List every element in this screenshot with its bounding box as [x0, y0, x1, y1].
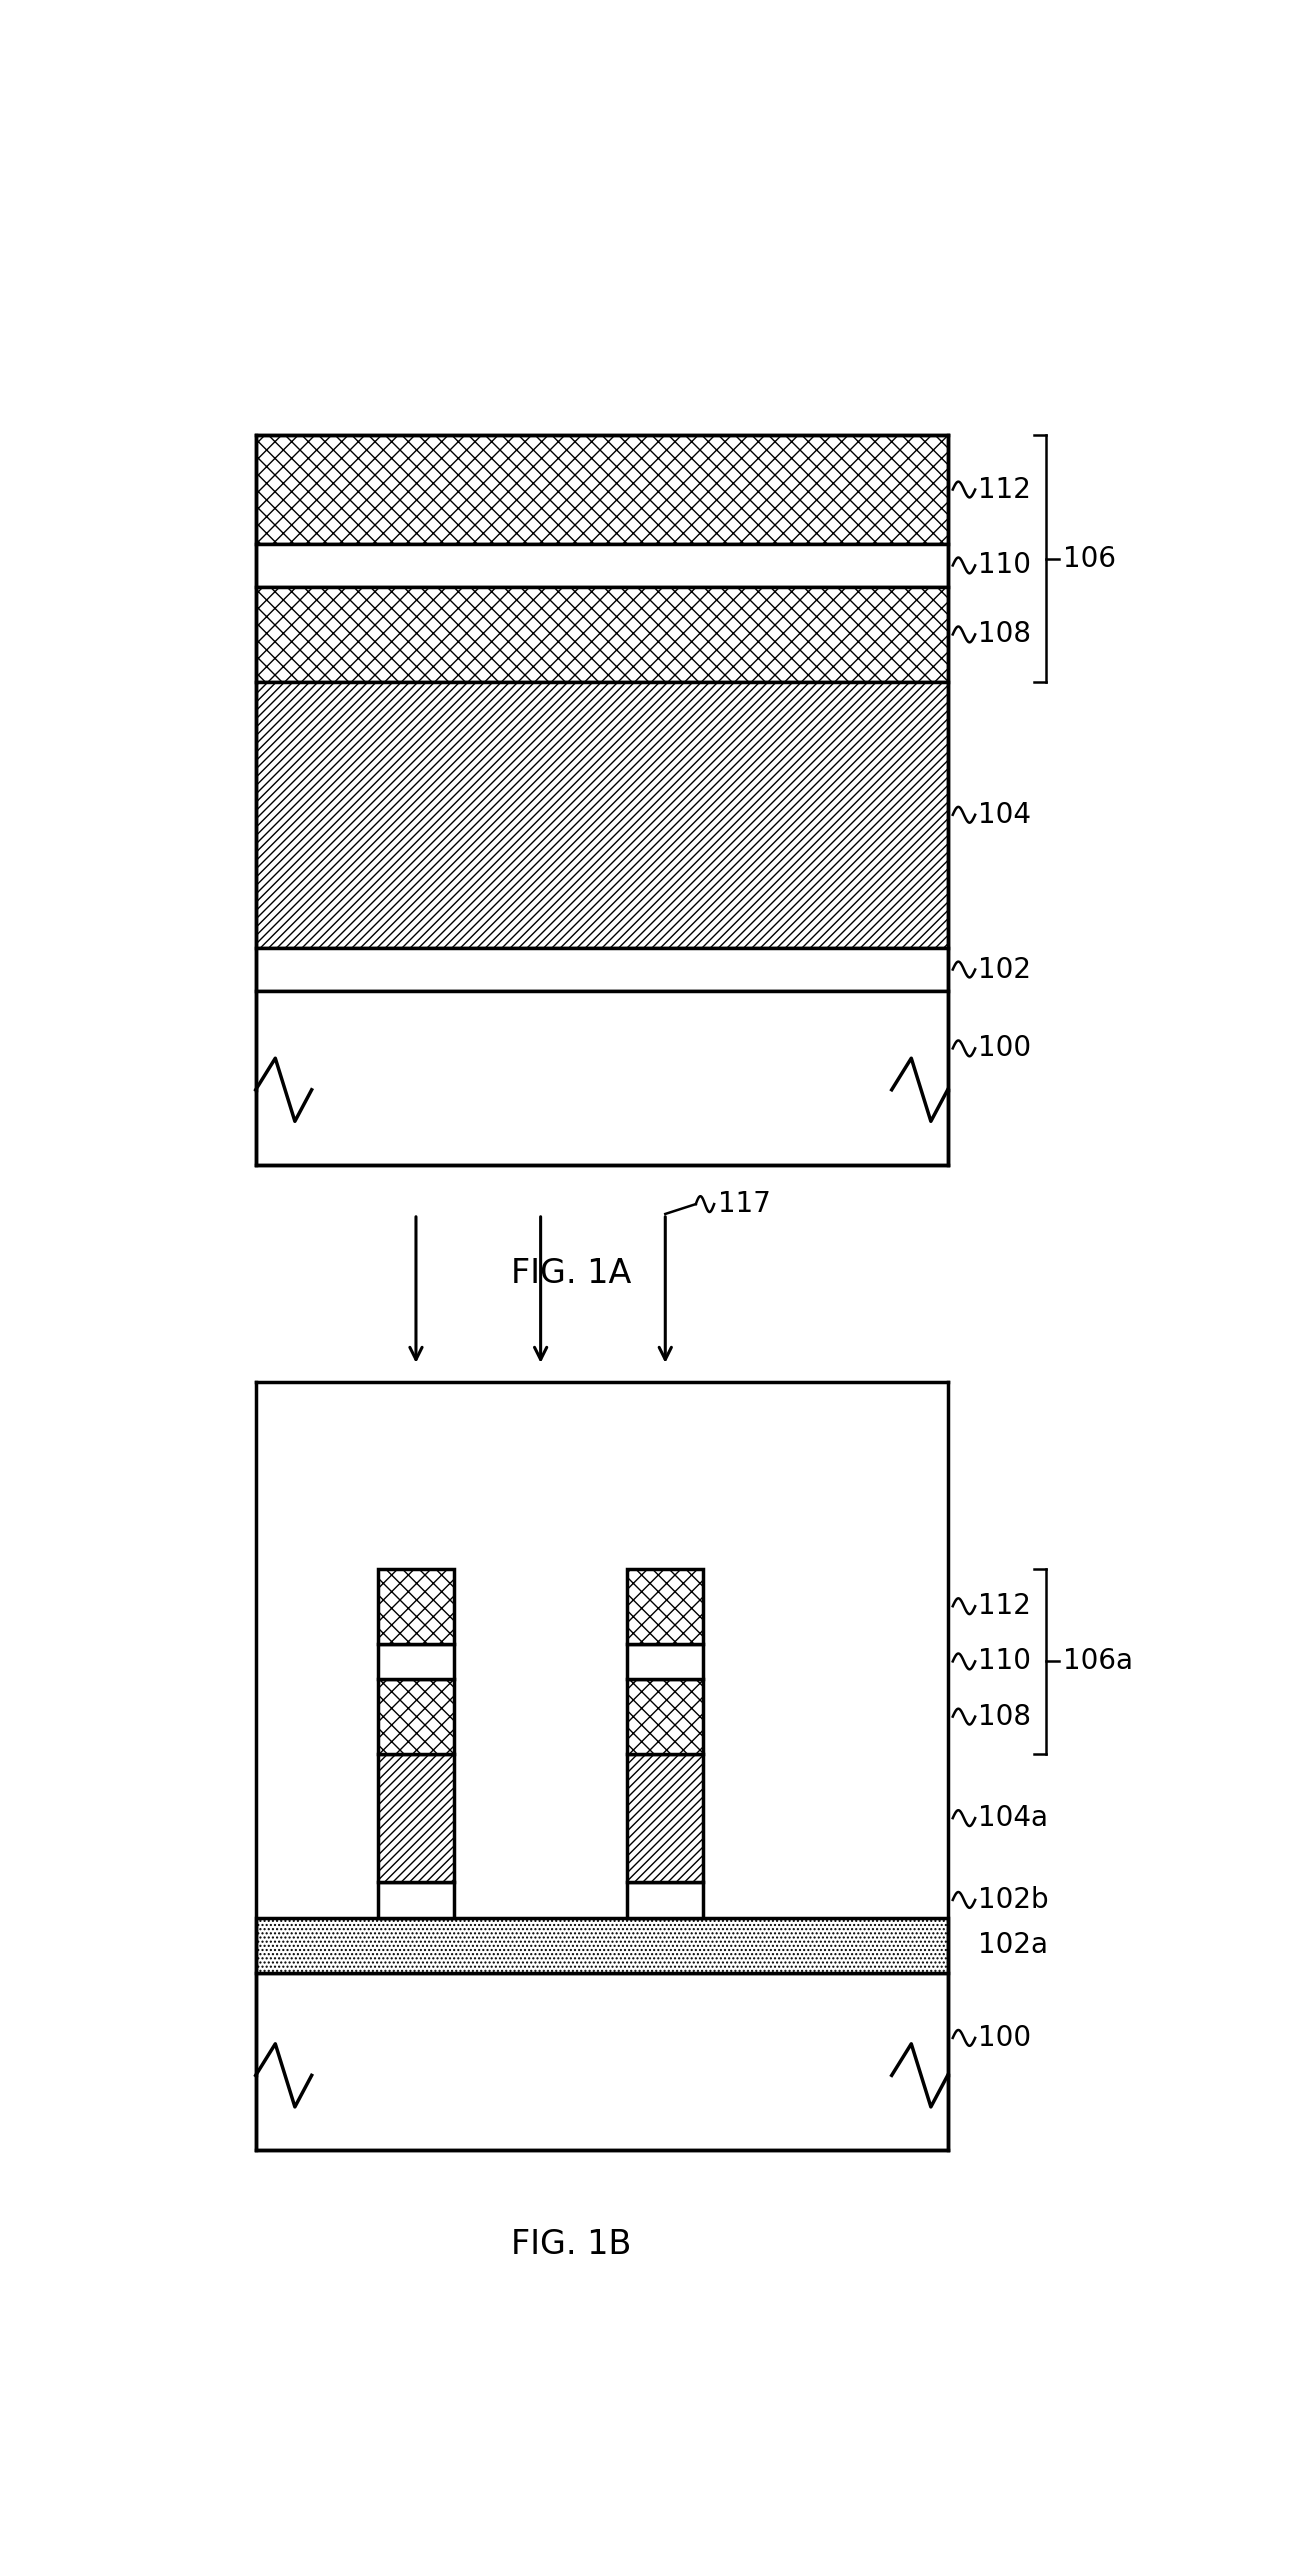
Bar [256, 681, 948, 947]
Text: 102b: 102b [978, 1887, 1049, 1915]
Text: FIG. 1A: FIG. 1A [511, 1257, 632, 1290]
Bar [256, 1917, 948, 1974]
Bar [256, 586, 948, 681]
Text: 102: 102 [978, 955, 1031, 983]
Text: 106: 106 [1062, 545, 1116, 573]
Bar [256, 947, 948, 991]
Text: 110: 110 [978, 1649, 1031, 1674]
Bar [378, 1882, 454, 1917]
Text: FIG. 1B: FIG. 1B [511, 2227, 632, 2260]
Text: 112: 112 [978, 476, 1031, 504]
Bar [256, 543, 948, 586]
Bar [378, 1644, 454, 1679]
Bar [628, 1882, 704, 1917]
Bar [628, 1679, 704, 1754]
Bar [378, 1679, 454, 1754]
Bar [256, 435, 948, 543]
Text: 106a: 106a [1062, 1649, 1133, 1674]
Bar [628, 1569, 704, 1644]
Text: 100: 100 [978, 2025, 1031, 2053]
Text: 108: 108 [978, 620, 1031, 648]
Text: 117: 117 [718, 1190, 771, 1219]
Text: 104a: 104a [978, 1805, 1048, 1833]
Text: 100: 100 [978, 1034, 1031, 1062]
Text: 102a: 102a [978, 1930, 1048, 1958]
Bar [628, 1754, 704, 1882]
Text: 104: 104 [978, 801, 1031, 829]
Bar [628, 1644, 704, 1679]
Bar [256, 991, 948, 1165]
Bar [378, 1569, 454, 1644]
Bar [256, 1974, 948, 2150]
Text: 112: 112 [978, 1592, 1031, 1620]
Bar [378, 1754, 454, 1882]
Text: 110: 110 [978, 550, 1031, 579]
Text: 108: 108 [978, 1702, 1031, 1731]
